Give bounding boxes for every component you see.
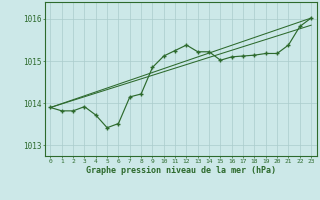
X-axis label: Graphe pression niveau de la mer (hPa): Graphe pression niveau de la mer (hPa) (86, 166, 276, 175)
